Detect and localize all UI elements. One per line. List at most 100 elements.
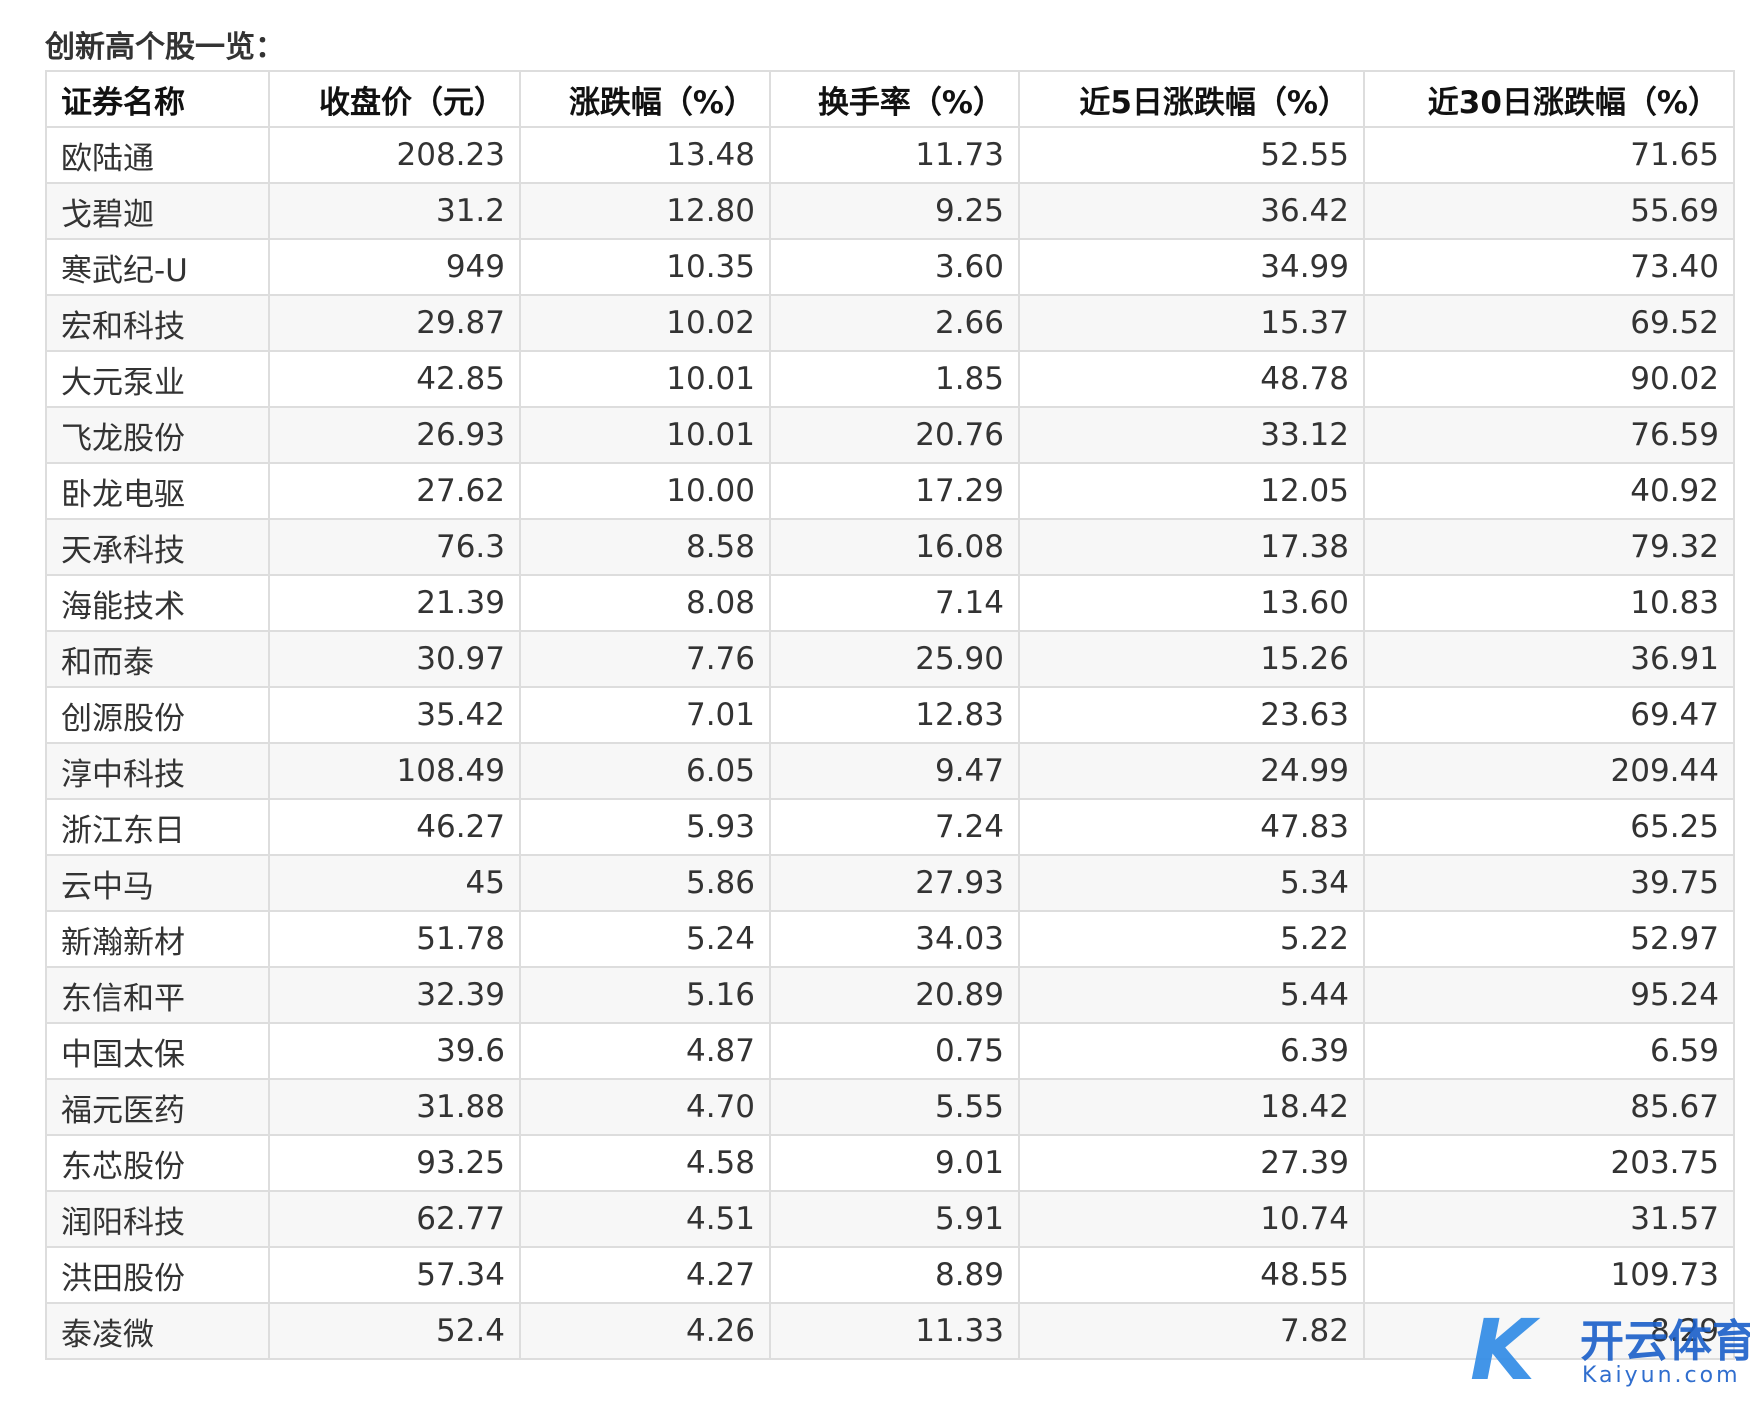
table-row: 卧龙电驱 27.62 10.00 17.29 12.05 40.92 xyxy=(45,462,1735,520)
value-cell: 31.57 xyxy=(1363,1190,1735,1248)
table-row: 天承科技 76.3 8.58 16.08 17.38 79.32 xyxy=(45,518,1735,576)
table-row: 欧陆通 208.23 13.48 11.73 52.55 71.65 xyxy=(45,126,1735,184)
table-row: 福元医药 31.88 4.70 5.55 18.42 85.67 xyxy=(45,1078,1735,1136)
value-cell: 55.69 xyxy=(1363,182,1735,240)
header-row: 证券名称 收盘价（元） 涨跌幅（%） 换手率（%） 近5日涨跌幅（%） 近30日涨跌幅（%… xyxy=(45,70,1735,128)
value-cell: 4.70 xyxy=(519,1078,771,1136)
table-body: 欧陆通 208.23 13.48 11.73 52.55 71.65 戈碧迦 31.2 12.8… xyxy=(45,126,1735,1360)
stock-name: 东信和平 xyxy=(45,966,270,1024)
value-cell: 5.55 xyxy=(769,1078,1020,1136)
value-cell: 90.02 xyxy=(1363,350,1735,408)
value-cell: 39.6 xyxy=(268,1022,521,1080)
stock-name: 创源股份 xyxy=(45,686,270,744)
stock-name: 润阳科技 xyxy=(45,1190,270,1248)
table-row: 泰凌微 52.4 4.26 11.33 7.82 8.29 xyxy=(45,1302,1735,1360)
value-cell: 209.44 xyxy=(1363,742,1735,800)
value-cell: 27.62 xyxy=(268,462,521,520)
title: 创新高个股一览： xyxy=(45,30,285,65)
value-cell: 11.73 xyxy=(769,126,1020,184)
table-row: 寒武纪-U 949 10.35 3.60 34.99 73.40 xyxy=(45,238,1735,296)
value-cell: 16.08 xyxy=(769,518,1020,576)
stock-table: 证券名称 收盘价（元） 涨跌幅（%） 换手率（%） 近5日涨跌幅（%） 近30日涨跌幅（%… xyxy=(45,70,1735,1360)
stock-name: 戈碧迦 xyxy=(45,182,270,240)
stock-name: 福元医药 xyxy=(45,1078,270,1136)
value-cell: 40.92 xyxy=(1363,462,1735,520)
table-row: 中国太保 39.6 4.87 0.75 6.39 6.59 xyxy=(45,1022,1735,1080)
value-cell: 20.89 xyxy=(769,966,1020,1024)
value-cell: 0.75 xyxy=(769,1022,1020,1080)
value-cell: 12.05 xyxy=(1018,462,1365,520)
stock-name: 泰凌微 xyxy=(45,1302,270,1360)
table-row: 飞龙股份 26.93 10.01 20.76 33.12 76.59 xyxy=(45,406,1735,464)
value-cell: 12.83 xyxy=(769,686,1020,744)
watermark-url: Kaiyun.com xyxy=(1582,1363,1741,1388)
value-cell: 4.26 xyxy=(519,1302,771,1360)
value-cell: 36.42 xyxy=(1018,182,1365,240)
table-row: 和而泰 30.97 7.76 25.90 15.26 36.91 xyxy=(45,630,1735,688)
value-cell: 65.25 xyxy=(1363,798,1735,856)
value-cell: 5.93 xyxy=(519,798,771,856)
value-cell: 6.05 xyxy=(519,742,771,800)
value-cell: 5.44 xyxy=(1018,966,1365,1024)
value-cell: 21.39 xyxy=(268,574,521,632)
table-row: 宏和科技 29.87 10.02 2.66 15.37 69.52 xyxy=(45,294,1735,352)
value-cell: 76.59 xyxy=(1363,406,1735,464)
value-cell: 8.89 xyxy=(769,1246,1020,1304)
value-cell: 29.87 xyxy=(268,294,521,352)
value-cell: 9.47 xyxy=(769,742,1020,800)
stock-name: 新瀚新材 xyxy=(45,910,270,968)
value-cell: 52.4 xyxy=(268,1302,521,1360)
value-cell: 7.24 xyxy=(769,798,1020,856)
stock-name: 中国太保 xyxy=(45,1022,270,1080)
value-cell: 20.76 xyxy=(769,406,1020,464)
stock-name: 宏和科技 xyxy=(45,294,270,352)
value-cell: 7.01 xyxy=(519,686,771,744)
table-row: 海能技术 21.39 8.08 7.14 13.60 10.83 xyxy=(45,574,1735,632)
value-cell: 71.65 xyxy=(1363,126,1735,184)
value-cell: 26.93 xyxy=(268,406,521,464)
table-row: 浙江东日 46.27 5.93 7.24 47.83 65.25 xyxy=(45,798,1735,856)
value-cell: 48.55 xyxy=(1018,1246,1365,1304)
table-row: 东信和平 32.39 5.16 20.89 5.44 95.24 xyxy=(45,966,1735,1024)
stock-name: 卧龙电驱 xyxy=(45,462,270,520)
value-cell: 42.85 xyxy=(268,350,521,408)
value-cell: 13.48 xyxy=(519,126,771,184)
value-cell: 36.91 xyxy=(1363,630,1735,688)
table-row: 洪田股份 57.34 4.27 8.89 48.55 109.73 xyxy=(45,1246,1735,1304)
value-cell: 949 xyxy=(268,238,521,296)
value-cell: 73.40 xyxy=(1363,238,1735,296)
watermark-logo: K xyxy=(1470,1301,1536,1399)
value-cell: 3.60 xyxy=(769,238,1020,296)
value-cell: 4.51 xyxy=(519,1190,771,1248)
value-cell: 15.37 xyxy=(1018,294,1365,352)
stock-name: 云中马 xyxy=(45,854,270,912)
stock-name: 寒武纪-U xyxy=(45,238,270,296)
value-cell: 1.85 xyxy=(769,350,1020,408)
table-row: 云中马 45 5.86 27.93 5.34 39.75 xyxy=(45,854,1735,912)
value-cell: 27.93 xyxy=(769,854,1020,912)
value-cell: 208.23 xyxy=(268,126,521,184)
stock-name: 天承科技 xyxy=(45,518,270,576)
value-cell: 108.49 xyxy=(268,742,521,800)
watermark-brand: 开云体育 xyxy=(1580,1316,1750,1367)
value-cell: 109.73 xyxy=(1363,1246,1735,1304)
value-cell: 5.16 xyxy=(519,966,771,1024)
value-cell: 27.39 xyxy=(1018,1134,1365,1192)
value-cell: 85.67 xyxy=(1363,1078,1735,1136)
stock-name: 淳中科技 xyxy=(45,742,270,800)
value-cell: 2.66 xyxy=(769,294,1020,352)
stock-name: 欧陆通 xyxy=(45,126,270,184)
value-cell: 31.2 xyxy=(268,182,521,240)
value-cell: 10.01 xyxy=(519,406,771,464)
value-cell: 7.14 xyxy=(769,574,1020,632)
value-cell: 8.58 xyxy=(519,518,771,576)
stock-name: 海能技术 xyxy=(45,574,270,632)
header-cell: 换手率（%） xyxy=(769,70,1020,128)
value-cell: 9.01 xyxy=(769,1134,1020,1192)
value-cell: 7.76 xyxy=(519,630,771,688)
table-row: 淳中科技 108.49 6.05 9.47 24.99 209.44 xyxy=(45,742,1735,800)
value-cell: 6.39 xyxy=(1018,1022,1365,1080)
value-cell: 7.82 xyxy=(1018,1302,1365,1360)
value-cell: 5.34 xyxy=(1018,854,1365,912)
